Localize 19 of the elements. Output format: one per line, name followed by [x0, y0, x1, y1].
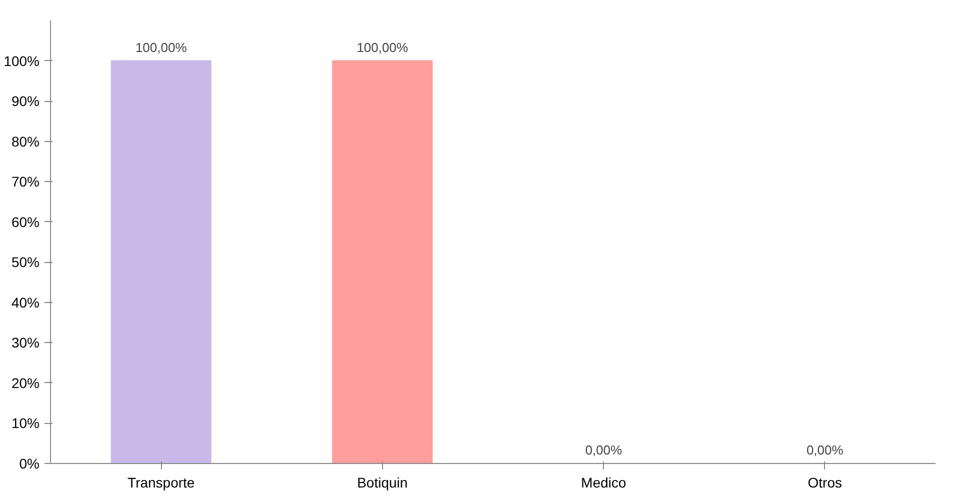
y-tick-label: 100%	[4, 52, 40, 69]
data-label: 100,00%	[135, 40, 188, 55]
y-tick-label: 40%	[11, 294, 40, 310]
x-tick-label: Botiquin	[357, 474, 408, 490]
y-tick-label: 10%	[11, 415, 40, 432]
y-tick-label: 70%	[11, 174, 40, 190]
y-tick-label: 50%	[11, 254, 40, 270]
x-tick-label: Medico	[581, 474, 626, 490]
y-tick-label: 80%	[11, 133, 40, 150]
data-label: 0,00%	[585, 442, 622, 458]
y-tick-label: 30%	[11, 334, 40, 351]
data-label: 0,00%	[806, 442, 844, 458]
x-tick-label: Transporte	[128, 474, 195, 490]
y-tick-label: 90%	[11, 93, 40, 110]
y-tick-label: 20%	[11, 374, 40, 391]
y-tick-label: 60%	[11, 214, 40, 230]
data-label: 100,00%	[356, 40, 408, 55]
x-tick-label: Otros	[808, 474, 842, 490]
y-tick-label: 0%	[19, 456, 40, 472]
